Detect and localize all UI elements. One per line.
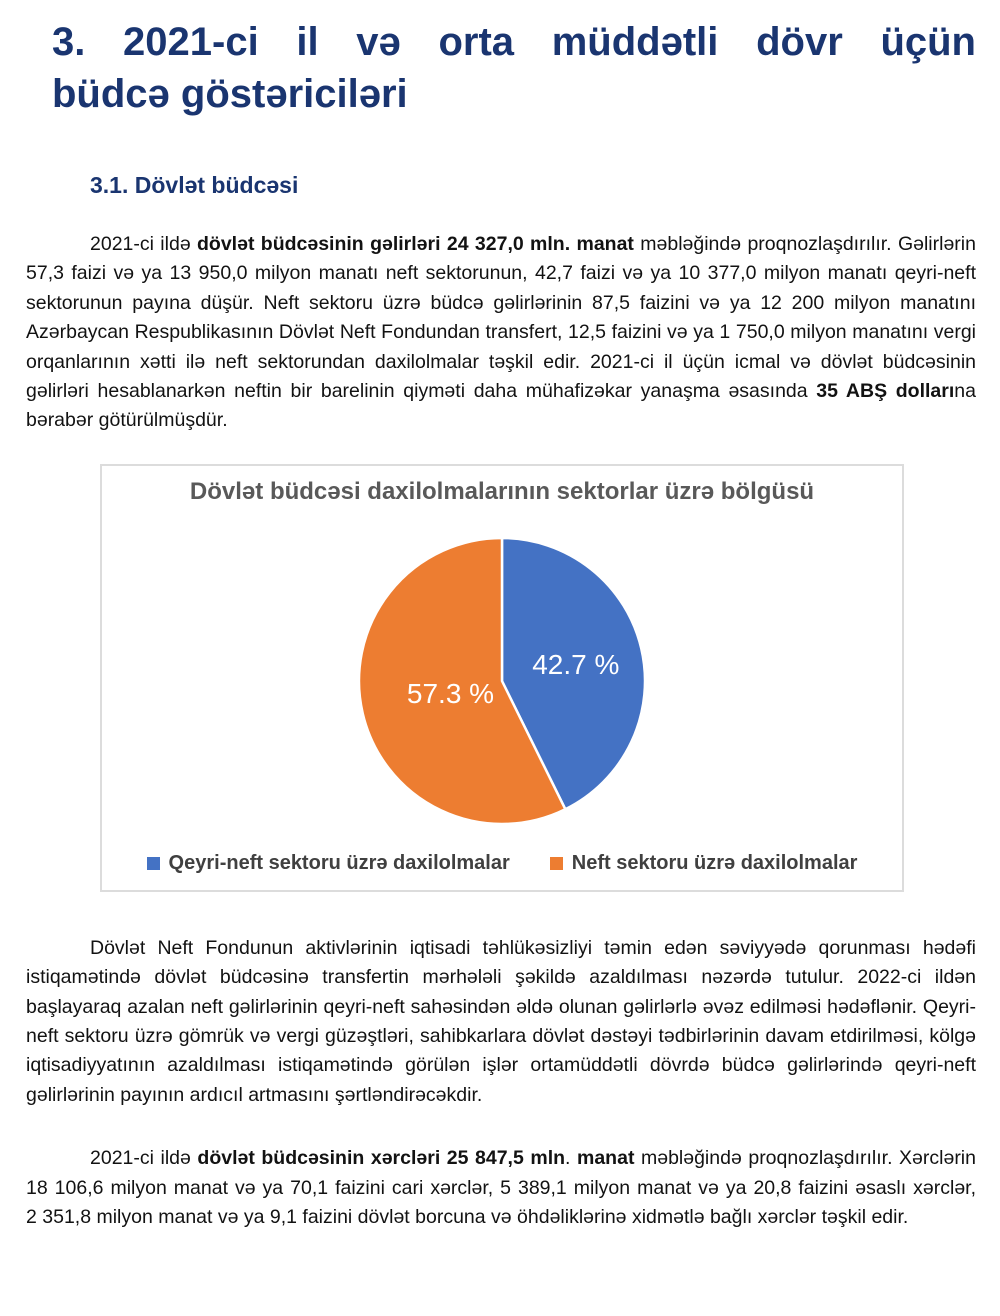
section-heading: 3. 2021-ci il və orta müddətli dövr üçün… — [52, 16, 976, 120]
text-run-bold: 35 ABŞ dolları — [816, 380, 955, 403]
paragraph-transfer: Dövlət Neft Fondunun aktivlərinin iqtisa… — [26, 936, 976, 1106]
legend-label-oil: Neft sektoru üzrə daxilolmalar — [571, 851, 858, 874]
section-heading-line1: 3. 2021-ci il və orta müddətli dövr üçün — [52, 20, 976, 64]
text-run: na bərabər götürülmüşdür. — [26, 380, 976, 432]
legend-label-nonoil: Qeyri-neft sektoru üzrə daxilolmalar — [168, 851, 510, 874]
text-run-bold: dövlət büdcəsinin xərcləri 25 847,5 mln — [197, 1147, 566, 1170]
subsection-heading: 3.1. Dövlət büdcəsi — [90, 172, 299, 198]
text-run-bold: dövlət büdcəsinin gəlirləri 24 327,0 mln… — [197, 233, 634, 255]
pie-slice-label: 42.7 % — [532, 649, 619, 680]
paragraph-revenues: 2021-ci ildə dövlət büdcəsinin gəlirləri… — [26, 230, 976, 436]
legend-item-nonoil: Qeyri-neft sektoru üzrə daxilolmalar — [146, 851, 510, 875]
text-run: . — [565, 1147, 577, 1170]
pie-slice-label: 57.3 % — [407, 678, 494, 709]
chart-legend: Qeyri-neft sektoru üzrə daxilolmalar Nef… — [102, 852, 902, 875]
pie-wrap: 42.7 % 57.3 % — [102, 536, 902, 826]
section-heading-line2: büdcə göstəriciləri — [52, 72, 408, 116]
paragraph-expenses: 2021-ci ildə dövlət büdcəsinin xərcləri … — [26, 1144, 976, 1232]
text-run-bold: manat — [577, 1147, 635, 1170]
pie-slice — [500, 536, 647, 811]
legend-swatch-blue-icon — [146, 856, 160, 870]
text-run: 2021-ci ildə — [90, 1147, 198, 1170]
chart-title: Dövlət büdcəsi daxilolmalarının sektorla… — [189, 477, 815, 505]
text-run: məbləğində proqnozlaşdırılır. Xərclərin … — [26, 1147, 976, 1229]
pie-chart: 42.7 % 57.3 % — [357, 536, 647, 826]
pie-chart-container: Dövlət büdcəsi daxilolmalarının sektorla… — [100, 463, 904, 892]
text-run: 2021-ci ildə — [90, 233, 198, 255]
legend-item-oil: Neft sektoru üzrə daxilolmalar — [549, 851, 858, 875]
legend-swatch-orange-icon — [549, 856, 563, 870]
pie-slice — [357, 536, 567, 826]
document-page: 3. 2021-ci il və orta müddətli dövr üçün… — [26, 16, 976, 1232]
text-run: məbləğində proqnozlaşdırılır. Gəlirlərin… — [26, 233, 976, 403]
